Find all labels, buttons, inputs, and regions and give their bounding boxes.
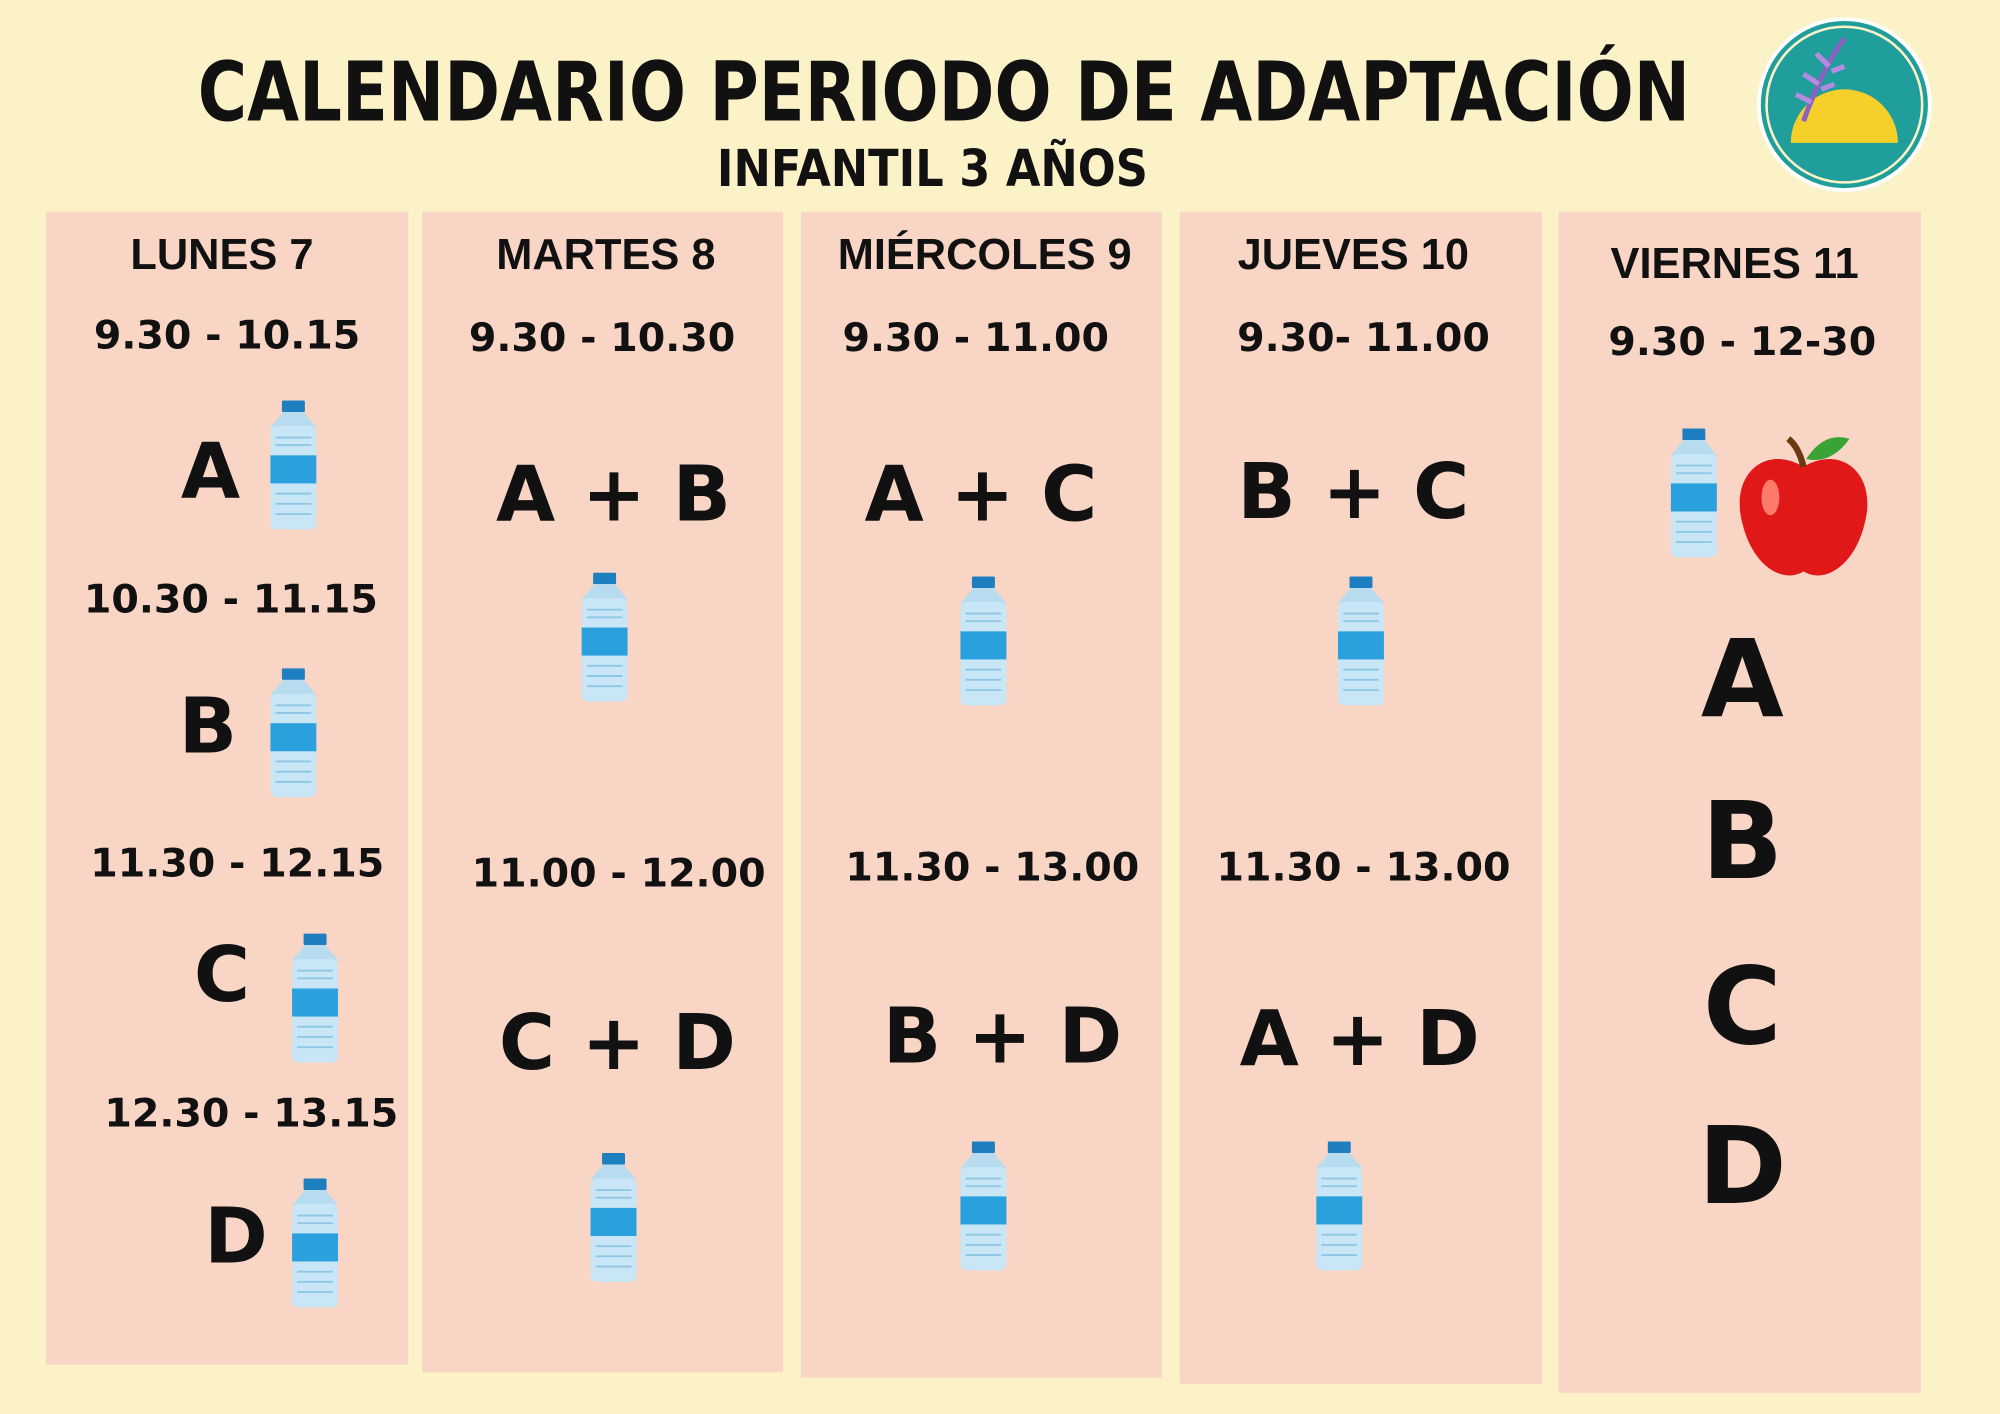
subtitle: INFANTIL 3 AÑOS <box>717 138 1148 199</box>
group-label: B <box>179 683 237 772</box>
group-label: D <box>204 1193 268 1282</box>
day-label: VIERNES 11 <box>1611 240 1859 288</box>
apple-stem <box>1786 436 1807 468</box>
group-label: C <box>194 931 250 1020</box>
bottle-label <box>960 1196 1007 1225</box>
bottle-cap <box>1327 1141 1351 1154</box>
bottle-cap <box>281 668 305 680</box>
bottle-label <box>1670 483 1717 512</box>
bottle-label <box>292 1233 339 1262</box>
water-bottle <box>270 668 317 798</box>
group-label: A <box>1701 618 1784 742</box>
bottle-neck <box>960 587 1007 604</box>
group-label: B + C <box>1237 448 1469 537</box>
time-range: 9.30 - 12-30 <box>1608 319 1876 365</box>
group-label: A + D <box>1240 995 1480 1084</box>
bottle-neck <box>581 584 628 600</box>
water-bottle <box>1670 428 1717 558</box>
bottle-label <box>1338 631 1384 660</box>
bottle-label <box>960 631 1007 660</box>
water-bottle <box>1338 576 1384 706</box>
apple <box>1739 436 1868 576</box>
bottle-neck <box>1670 440 1717 456</box>
day-column <box>1558 211 1921 1393</box>
bottle-cap <box>1682 428 1706 441</box>
time-range: 9.30 - 10.30 <box>469 315 735 361</box>
group-label: A + C <box>864 450 1097 539</box>
bottle-neck <box>270 411 317 428</box>
bottle-cap <box>303 933 327 946</box>
bottle-label <box>590 1207 637 1236</box>
title: CALENDARIO PERIODO DE ADAPTACIÓN <box>198 44 1690 141</box>
day-label: JUEVES 10 <box>1238 231 1469 279</box>
bottle-label <box>581 627 628 656</box>
bottle-cap <box>281 400 305 412</box>
bottle-neck <box>960 1153 1007 1169</box>
bottle-cap <box>1349 576 1373 588</box>
bottle-neck <box>1338 587 1384 604</box>
group-label: B <box>1702 780 1784 904</box>
bottle-cap <box>593 572 617 585</box>
water-bottle <box>292 1178 339 1308</box>
day-label: LUNES 7 <box>130 231 313 279</box>
time-range: 12.30 - 13.15 <box>104 1090 398 1136</box>
day-label: MARTES 8 <box>496 231 715 279</box>
bottle-cap <box>971 1141 995 1154</box>
apple-shine <box>1761 479 1780 516</box>
bottle-label <box>1316 1196 1363 1225</box>
time-range: 11.00 - 12.00 <box>472 851 766 897</box>
group-label: D <box>1698 1105 1787 1229</box>
bottle-neck <box>292 1190 339 1206</box>
group-label: B + D <box>883 992 1122 1081</box>
water-bottle <box>292 933 339 1063</box>
water-bottle <box>270 400 317 530</box>
time-range: 11.30 - 13.00 <box>845 844 1139 890</box>
day-column <box>45 211 409 1365</box>
time-range: 9.30 - 10.15 <box>94 312 360 358</box>
apple-leaf <box>1806 437 1850 461</box>
bottle-cap <box>971 576 995 588</box>
water-bottle <box>960 576 1007 706</box>
group-label: A <box>181 427 240 516</box>
group-label: A + B <box>496 450 731 539</box>
water-bottle <box>590 1153 637 1282</box>
water-bottle <box>581 572 628 702</box>
time-range: 11.30 - 12.15 <box>90 841 384 887</box>
bottle-label <box>270 455 317 484</box>
bottle-neck <box>590 1164 637 1180</box>
water-bottle <box>1316 1141 1363 1271</box>
time-range: 10.30 - 11.15 <box>84 576 378 622</box>
bottle-neck <box>292 945 339 961</box>
time-range: 9.30- 11.00 <box>1237 315 1490 361</box>
apple-body <box>1739 459 1868 576</box>
bottle-cap <box>303 1178 327 1191</box>
logo <box>1756 17 1932 192</box>
day-label: MIÉRCOLES 9 <box>838 231 1132 279</box>
time-range: 9.30 - 11.00 <box>843 315 1109 361</box>
time-range: 11.30 - 13.00 <box>1217 844 1511 890</box>
bottle-neck <box>1316 1153 1363 1169</box>
bottle-cap <box>602 1153 626 1165</box>
bottle-label <box>270 723 317 752</box>
water-bottle <box>960 1141 1007 1271</box>
bottle-label <box>292 988 339 1017</box>
bottle-neck <box>270 679 317 696</box>
group-label: C + D <box>499 999 736 1088</box>
group-label: C <box>1703 946 1782 1070</box>
